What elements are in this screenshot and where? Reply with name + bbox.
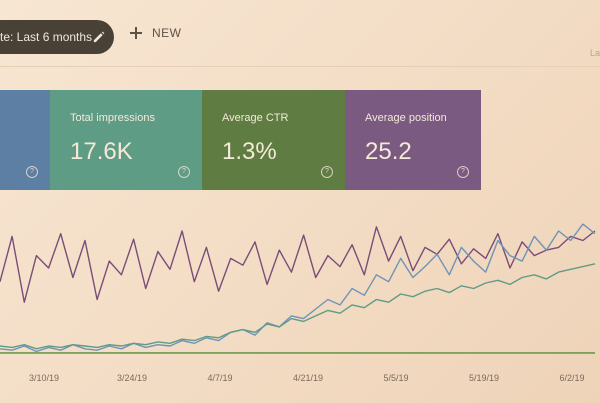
metric-label: Average CTR xyxy=(222,112,289,124)
toolbar: te: Last 6 months NEW La xyxy=(0,0,600,67)
x-tick-label: 4/7/19 xyxy=(207,373,232,383)
metric-value: 17.6K xyxy=(70,138,133,165)
series-line-3 xyxy=(0,263,596,350)
help-icon[interactable]: ? xyxy=(321,166,333,178)
metric-card-total-clicks[interactable]: ? xyxy=(0,90,50,190)
pencil-icon[interactable] xyxy=(92,30,105,43)
help-icon[interactable]: ? xyxy=(26,166,38,178)
series-line-1 xyxy=(0,226,596,303)
x-tick-label: 3/10/19 xyxy=(29,373,59,383)
plus-icon xyxy=(130,27,142,39)
metric-value: 1.3% xyxy=(222,138,277,165)
new-filter-button[interactable]: NEW xyxy=(130,26,182,40)
x-tick-label: 4/21/19 xyxy=(293,373,323,383)
metric-value: 25.2 xyxy=(365,138,412,165)
help-icon[interactable]: ? xyxy=(178,166,190,178)
x-tick-label: 6/2/19 xyxy=(559,373,584,383)
metric-label: Total impressions xyxy=(70,112,155,124)
chart-series xyxy=(0,223,596,354)
date-filter-chip[interactable]: te: Last 6 months xyxy=(0,20,114,54)
metric-label: Average position xyxy=(365,112,447,124)
last-updated-text: La xyxy=(589,48,600,58)
x-tick-label: 5/5/19 xyxy=(383,373,408,383)
metric-card-average-ctr[interactable]: Average CTR 1.3% ? xyxy=(202,90,345,190)
metric-card-total-impressions[interactable]: Total impressions 17.6K ? xyxy=(50,90,202,190)
x-tick-label: 3/24/19 xyxy=(117,373,147,383)
new-filter-label: NEW xyxy=(152,26,182,40)
x-tick-label: 5/19/19 xyxy=(469,373,499,383)
x-axis-ticks: 3/10/19 3/24/19 4/7/19 4/21/19 5/5/19 5/19/19… xyxy=(29,373,585,383)
date-filter-label: te: Last 6 months xyxy=(0,30,93,44)
series-line-2 xyxy=(0,223,596,353)
performance-chart: 3/10/19 3/24/19 4/7/19 4/21/19 5/5/19 5/19/19… xyxy=(0,223,596,383)
metric-card-average-position[interactable]: Average position 25.2 ? xyxy=(345,90,481,190)
help-icon[interactable]: ? xyxy=(457,166,469,178)
